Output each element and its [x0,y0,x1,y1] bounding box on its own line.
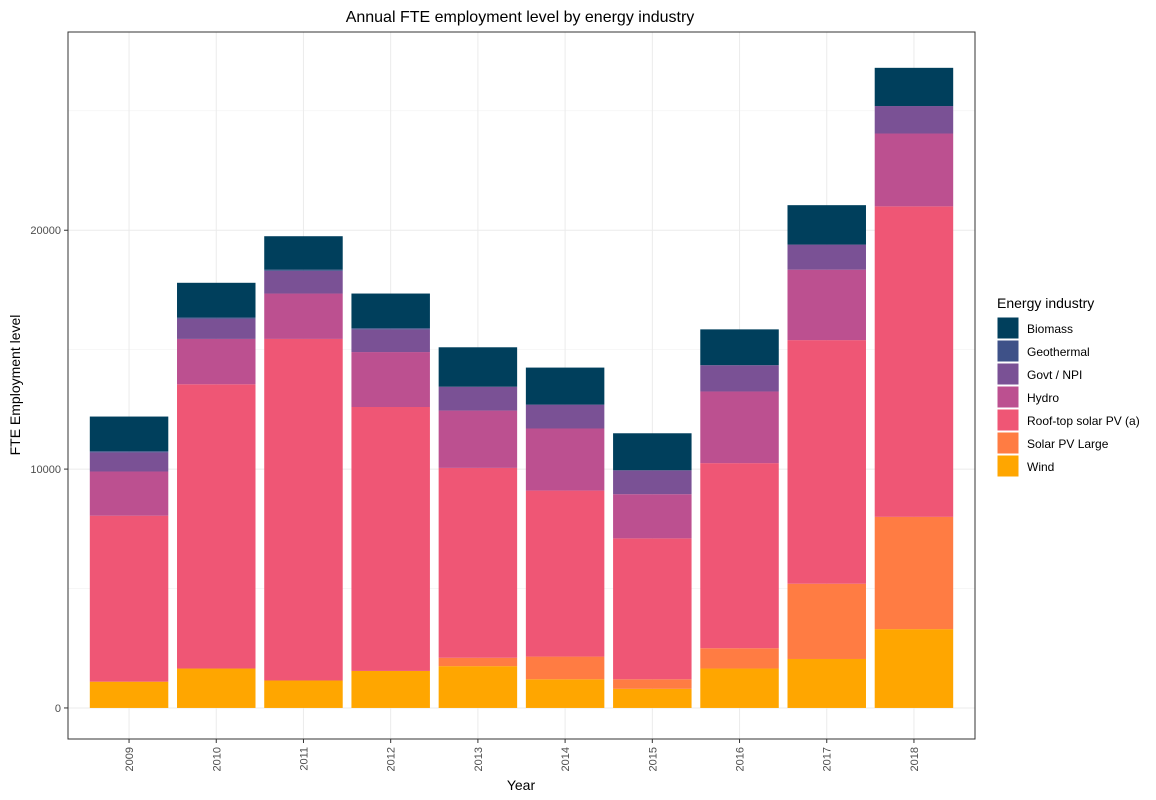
legend-swatch [996,316,1020,340]
bar-segment-roof-top-solar-pv-a-2014 [525,490,605,657]
bar-segment-wind-2009 [89,681,169,708]
bar-segment-govt-npi-2014 [525,404,605,429]
bar-segment-wind-2016 [700,668,779,708]
bar-segment-biomass-2011 [264,236,343,270]
x-tick-label: 2011 [298,747,310,771]
bar-segment-geothermal-2012 [351,328,430,330]
bar-segment-biomass-2014 [525,367,605,405]
bar-segment-geothermal-2009 [89,451,169,453]
bar-segment-solar-pv-large-2014 [525,656,605,680]
bar-segment-govt-npi-2018 [874,106,954,134]
bar-segment-hydro-2018 [874,133,954,207]
bar-segment-govt-npi-2009 [89,452,169,472]
bar-segment-hydro-2017 [787,269,866,341]
y-tick-label: 10000 [30,464,61,476]
x-tick-label: 2015 [647,747,659,771]
x-axis-title: Year [507,777,536,793]
bar-segment-govt-npi-2010 [177,318,256,339]
legend-swatch [996,454,1020,478]
legend-label: Wind [1027,460,1054,474]
bar-segment-roof-top-solar-pv-a-2012 [351,406,430,671]
bar-segment-solar-pv-large-2018 [874,516,954,630]
legend-swatch [996,339,1020,363]
bar-segment-govt-npi-2013 [438,386,518,411]
bar-segment-biomass-2013 [438,347,518,387]
legend-label: Biomass [1027,322,1073,336]
bar-segment-wind-2010 [177,668,256,708]
bar-segment-wind-2014 [525,679,605,708]
chart-title: Annual FTE employment level by energy in… [346,9,695,26]
bar-segment-biomass-2012 [351,293,430,329]
legend: Energy industry Biomass Geothermal Govt / … [996,295,1140,478]
bar-segment-wind-2012 [351,670,430,708]
bar-segment-govt-npi-2016 [700,365,779,392]
bar-segment-biomass-2015 [613,433,692,471]
legend-label: Govt / NPI [1027,368,1082,382]
bar-segment-solar-pv-large-2016 [700,648,779,669]
x-tick-label: 2012 [386,747,398,771]
bar-segment-roof-top-solar-pv-a-2010 [177,384,256,669]
bar-segment-govt-npi-2015 [613,470,692,495]
x-tick-label: 2016 [735,747,747,771]
legend-swatch [996,431,1020,455]
bar-segment-hydro-2015 [613,494,692,539]
y-tick-label: 20000 [30,225,61,237]
legend-title: Energy industry [997,295,1094,311]
bar-segment-biomass-2016 [700,329,779,366]
bar-segment-solar-pv-large-2015 [613,679,692,689]
x-axis: 2009 2010 2011 2012 2013 2014 2015 2016 2017 2018 [124,739,921,771]
x-tick-label: 2009 [124,747,136,771]
bar-segment-biomass-2009 [89,416,169,452]
x-tick-label: 2014 [560,747,572,771]
legend-label: Roof-top solar PV (a) [1027,414,1140,428]
bar-segment-govt-npi-2011 [264,270,343,294]
y-tick-label: 0 [55,703,61,715]
bar-segment-wind-2011 [264,680,343,708]
x-tick-label: 2017 [822,747,834,771]
bar-segment-wind-2018 [874,629,954,708]
legend-label: Geothermal [1027,345,1090,359]
x-tick-label: 2013 [473,747,485,771]
bar-segment-roof-top-solar-pv-a-2015 [613,538,692,680]
bar-segment-wind-2013 [438,666,518,708]
legend-label: Hydro [1027,391,1059,405]
legend-label: Solar PV Large [1027,437,1109,451]
bar-segment-biomass-2010 [177,282,256,318]
bar-segment-biomass-2018 [874,67,954,107]
bar-segment-hydro-2016 [700,391,779,464]
bar-segment-govt-npi-2012 [351,329,430,353]
bar-segment-geothermal-2010 [177,317,256,319]
bar-segment-geothermal-2011 [264,269,343,271]
bar-segment-hydro-2009 [89,471,169,516]
bar-segment-roof-top-solar-pv-a-2009 [89,515,169,682]
bar-segment-solar-pv-large-2017 [787,583,866,659]
bar-segment-wind-2017 [787,658,866,708]
bars [89,67,954,708]
bar-segment-hydro-2010 [177,338,256,385]
bar-segment-roof-top-solar-pv-a-2011 [264,338,343,681]
y-axis: 0 10000 20000 [30,225,68,715]
bar-segment-hydro-2013 [438,410,518,468]
bar-segment-solar-pv-large-2013 [438,657,518,667]
bar-segment-biomass-2017 [787,205,866,245]
legend-swatch [996,362,1020,386]
x-tick-label: 2010 [211,747,223,771]
bar-segment-hydro-2011 [264,293,343,339]
bar-segment-roof-top-solar-pv-a-2013 [438,467,518,658]
plot-panel [67,31,976,740]
bar-segment-roof-top-solar-pv-a-2018 [874,206,954,517]
bar-segment-wind-2015 [613,688,692,708]
bar-segment-hydro-2012 [351,352,430,407]
bar-segment-roof-top-solar-pv-a-2017 [787,340,866,584]
bar-segment-hydro-2014 [525,428,605,491]
bar-segment-govt-npi-2017 [787,244,866,270]
x-tick-label: 2018 [909,747,921,771]
y-axis-title: FTE Employment level [7,315,23,456]
legend-swatch [996,385,1020,409]
bar-segment-roof-top-solar-pv-a-2016 [700,463,779,649]
legend-swatch [996,408,1020,432]
